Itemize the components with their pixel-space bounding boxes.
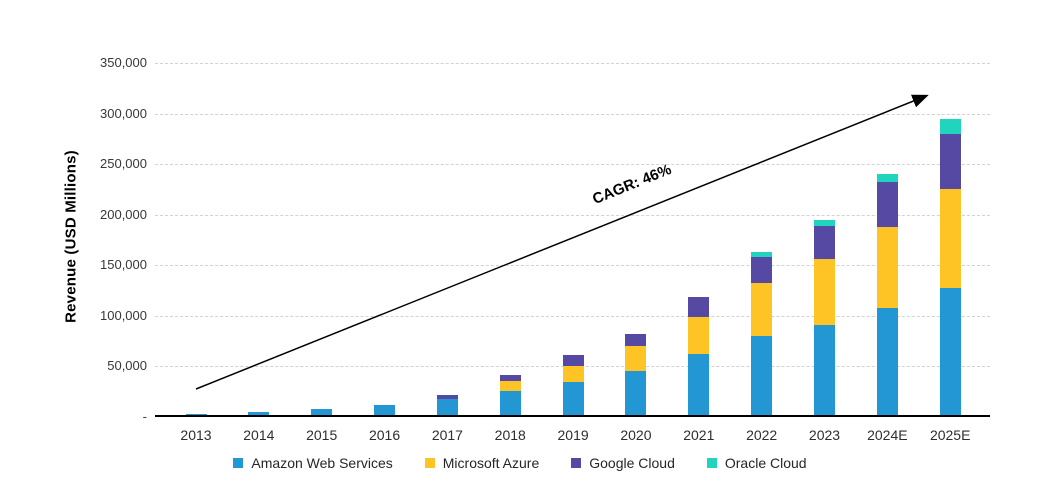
gridline xyxy=(155,113,990,115)
x-axis-tick-label: 2019 xyxy=(557,427,589,443)
x-axis-line xyxy=(155,415,990,417)
x-axis-tick-label: 2017 xyxy=(431,427,463,443)
bar-segment-2022-google-cloud xyxy=(751,257,773,284)
y-axis-tick-label: 350,000 xyxy=(100,55,147,70)
x-axis-tick-label: 2016 xyxy=(368,427,401,443)
x-axis-tick-label: 2013 xyxy=(180,427,212,443)
bar-segment-2022-oracle-cloud xyxy=(751,251,773,258)
x-axis-tick-label: 2025E xyxy=(929,427,971,443)
bar-segment-2016-amazon-web-services xyxy=(374,404,396,417)
gridline xyxy=(155,164,990,166)
y-axis-tick-label: - xyxy=(142,409,147,424)
google-legend-swatch-icon xyxy=(571,458,582,468)
bar-segment-2021-google-cloud xyxy=(688,296,710,318)
google-legend-label: Google Cloud xyxy=(589,455,675,471)
x-axis-tick-label: 2024E xyxy=(867,427,908,443)
y-axis-tick-label: 200,000 xyxy=(100,206,147,222)
gridline xyxy=(155,265,990,267)
bar-segment-2014-amazon-web-services xyxy=(248,412,270,417)
bar-segment-2022-microsoft-azure xyxy=(751,283,773,337)
oracle-legend-swatch-icon xyxy=(706,458,717,468)
bar-segment-2024e-oracle-cloud xyxy=(876,173,898,182)
bar-segment-2025e-google-cloud xyxy=(939,134,961,189)
legend-item-oracle-cloud: Oracle Cloud xyxy=(706,455,807,471)
x-axis-tick-label: 2021 xyxy=(683,427,715,443)
legend-item-amazon-web-services: Amazon Web Services xyxy=(233,455,393,471)
bar-segment-2017-google-cloud xyxy=(436,394,458,400)
bar-segment-2018-google-cloud xyxy=(499,374,521,381)
azure-legend-swatch-icon xyxy=(424,458,435,468)
azure-legend-label: Microsoft Azure xyxy=(442,455,540,471)
y-axis-tick-label: 250,000 xyxy=(100,156,147,172)
gridline xyxy=(155,214,990,216)
y-axis-tick-label: 150,000 xyxy=(100,257,147,273)
x-axis-tick-label: 2023 xyxy=(808,427,841,443)
bar-segment-2017-amazon-web-services xyxy=(436,399,458,417)
legend: Amazon Web Services Microsoft Azure Goog… xyxy=(0,455,1040,471)
bar-segment-2021-amazon-web-services xyxy=(688,354,710,417)
bar-segment-2025e-amazon-web-services xyxy=(939,288,961,417)
aws-legend-swatch-icon xyxy=(233,458,244,468)
bar-segment-2024e-amazon-web-services xyxy=(876,308,898,417)
x-axis-tick-label: 2015 xyxy=(306,427,338,443)
bar-segment-2024e-microsoft-azure xyxy=(876,227,898,309)
bar-segment-2022-amazon-web-services xyxy=(751,336,773,417)
bar-segment-2019-google-cloud xyxy=(562,355,584,367)
y-axis-tick-label: 50,000 xyxy=(107,358,147,374)
gridline xyxy=(155,63,990,64)
legend-item-google-cloud: Google Cloud xyxy=(571,455,675,471)
y-axis-tick-label: 300,000 xyxy=(100,105,147,121)
y-axis-tick-label: 100,000 xyxy=(100,307,147,323)
bar-segment-2025e-oracle-cloud xyxy=(939,119,961,134)
bar-segment-2023-google-cloud xyxy=(814,225,835,260)
bar-segment-2020-amazon-web-services xyxy=(625,371,647,417)
bar-segment-2019-amazon-web-services xyxy=(562,381,584,417)
bar-segment-2025e-microsoft-azure xyxy=(939,188,961,289)
x-axis-tick-label: 2022 xyxy=(746,427,778,443)
bar-segment-2019-microsoft-azure xyxy=(562,366,584,382)
bar-segment-2024e-google-cloud xyxy=(876,181,898,228)
gridline xyxy=(155,315,990,317)
bar-segment-2021-microsoft-azure xyxy=(688,317,710,355)
bar-segment-2023-microsoft-azure xyxy=(814,259,835,326)
oracle-legend-label: Oracle Cloud xyxy=(724,455,807,471)
bar-segment-2018-microsoft-azure xyxy=(499,380,521,392)
bar-segment-2020-google-cloud xyxy=(625,333,647,347)
x-axis-tick-label: 2018 xyxy=(494,427,526,443)
x-axis-tick-label: 2020 xyxy=(620,427,652,443)
bar-segment-2015-amazon-web-services xyxy=(311,408,333,417)
legend-item-microsoft-azure: Microsoft Azure xyxy=(424,455,540,471)
bar-segment-2023-oracle-cloud xyxy=(814,220,835,226)
bar-segment-2018-amazon-web-services xyxy=(499,391,521,417)
cagr-annotation: CAGR: 46% xyxy=(590,161,674,208)
bar-segment-2020-microsoft-azure xyxy=(625,346,647,372)
x-axis-tick-label: 2014 xyxy=(243,427,275,443)
aws-legend-label: Amazon Web Services xyxy=(251,455,393,471)
bar-segment-2023-amazon-web-services xyxy=(814,325,835,417)
